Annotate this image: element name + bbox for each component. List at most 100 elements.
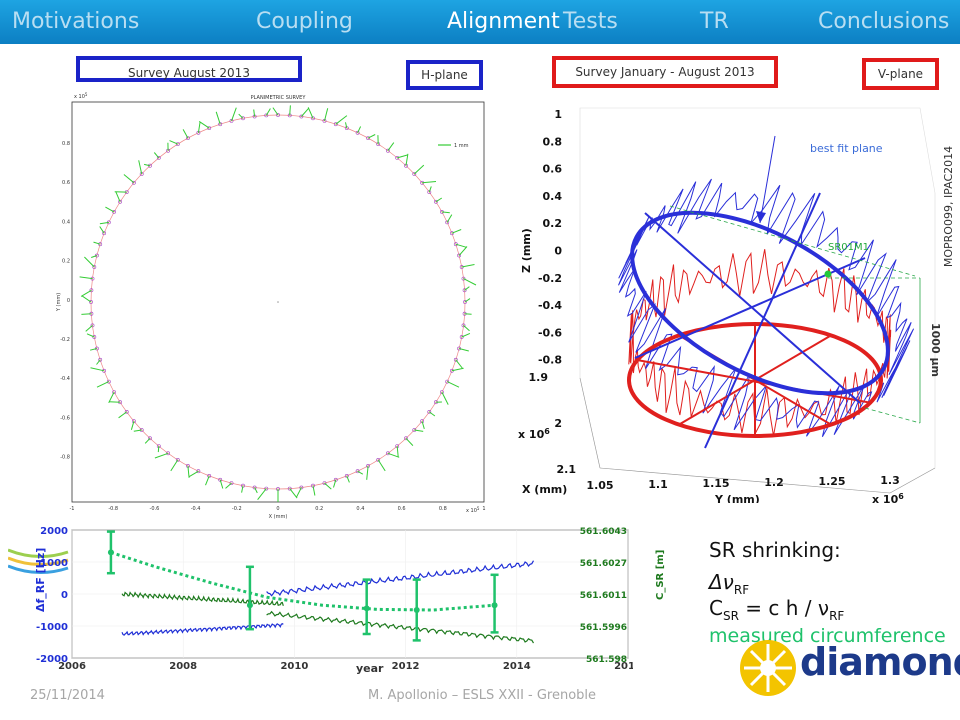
displacement-arrow (231, 107, 237, 122)
displacement-arrow (123, 174, 135, 184)
displacement-arrow (99, 226, 105, 234)
survey-point (385, 451, 390, 456)
displacement-arrow (169, 140, 178, 145)
y-right-tick-label: 561.5996 (580, 623, 627, 633)
survey-ring (79, 105, 477, 502)
y-tick-label: 1.3 (880, 474, 900, 487)
displacement-arrow (435, 197, 443, 203)
footer-date: 25/11/2014 (30, 688, 105, 703)
y-axis-ticks: 1.05 1.1 1.15 1.2 1.25 1.3 (586, 474, 899, 492)
survey-point (412, 172, 417, 176)
survey-point (427, 190, 432, 195)
survey-point (463, 300, 467, 304)
survey-point (459, 335, 464, 339)
displacement-arrow (85, 325, 93, 332)
displacement-arrow (219, 479, 224, 489)
formula-sub-sr: SR (722, 609, 739, 623)
survey-point (491, 602, 498, 609)
survey-point (433, 199, 438, 204)
nav-tr[interactable]: TR (700, 9, 729, 34)
sr01m1-label: SR01M1 (828, 242, 869, 253)
planimetric-survey-plot: PLANIMETRIC SURVEY 1 mm -1 -0.8 -0.6 -0.4 -0… (56, 90, 496, 530)
survey-point (355, 130, 360, 135)
displacement-arrow (464, 313, 472, 315)
displacement-arrow (89, 348, 98, 351)
survey-point (98, 357, 103, 362)
nav-motivations[interactable]: Motivations (12, 9, 140, 34)
displacement-arrow (429, 411, 436, 417)
survey-point (241, 116, 245, 121)
survey-point (264, 486, 269, 491)
displacement-arrow (464, 286, 470, 291)
chart-y-right-label-visible: C_SR [m] (655, 549, 666, 600)
displacement-arrow (413, 164, 425, 175)
survey-point (112, 390, 117, 395)
displacement-arrow (387, 452, 400, 458)
nav-conclusions[interactable]: Conclusions (818, 9, 950, 34)
nav-alignment[interactable]: Alignment (447, 9, 560, 34)
displacement-arrow (357, 126, 362, 134)
survey-point (366, 136, 371, 141)
best-fit-plane-annotation: best fit plane (810, 142, 883, 155)
formula-body: = c h / ν (738, 596, 830, 620)
survey-point (246, 602, 253, 609)
z-axis-label: Z (mm) (520, 228, 533, 273)
displacement-arrow (81, 313, 92, 315)
survey-point (124, 409, 129, 414)
survey-point (185, 136, 190, 141)
displacement-arrow (387, 142, 395, 151)
survey-point (229, 118, 234, 123)
survey-point (95, 253, 99, 258)
survey-point (299, 114, 304, 119)
displacement-arrow (80, 289, 92, 297)
survey-point (439, 390, 444, 395)
nav-tests[interactable]: Tests (563, 9, 618, 34)
chart-grid (71, 529, 629, 659)
survey-point (462, 288, 467, 293)
displacement-arrow (90, 367, 105, 372)
survey-point (461, 323, 466, 328)
x-tick-label: 0.8 (439, 506, 447, 512)
displacement-arrow (188, 470, 199, 478)
displacement-arrow (205, 475, 210, 486)
displacement-arrow (257, 488, 267, 501)
y-tick-label: 0.8 (62, 141, 70, 147)
y-tick-label: -0.2 (60, 337, 70, 343)
displacement-arrow (458, 246, 468, 256)
rf-frequency-chart: 2006 2008 2010 2012 2014 2016 2000 1000 0 -1000 -… (8, 522, 633, 684)
reference-note: MOPRO099, IPAC2014 (942, 145, 956, 268)
displacement-arrow (187, 465, 190, 478)
displacement-arrow (197, 121, 201, 133)
survey-point (89, 300, 93, 304)
displacement-arrow (463, 325, 470, 332)
displacement-arrow (99, 221, 109, 225)
survey-point (363, 605, 370, 612)
nav-coupling[interactable]: Coupling (256, 9, 353, 34)
survey-point (166, 451, 171, 456)
displacement-arrow (324, 108, 329, 122)
delta-nu-rf: ΔνRF (709, 570, 749, 597)
survey-point (311, 116, 315, 121)
y-right-tick-label: 561.6011 (580, 591, 627, 601)
survey-point (229, 481, 234, 486)
y-tick-label: 1.1 (648, 478, 668, 491)
displacement-arrow (154, 452, 169, 459)
survey-point (207, 473, 212, 478)
survey-point (156, 156, 161, 160)
formula-c: C (709, 596, 723, 620)
displacement-arrow (455, 359, 463, 369)
y-tick-label: -0.6 (60, 415, 70, 421)
z-tick-label: -0.8 (538, 354, 562, 367)
svg-text:x 105: x 105 (74, 92, 88, 100)
displacement-arrow (254, 487, 258, 494)
z-tick-label: -0.2 (538, 272, 562, 285)
circumference-formula: CSR = c h / νRF (709, 596, 844, 623)
x-tick-label: 0.6 (398, 506, 406, 512)
svg-text:x 106: x 106 (872, 492, 904, 503)
formula-sub-rf: RF (829, 609, 845, 623)
displacement-arrow (397, 154, 408, 159)
x-tick-label: 2012 (392, 661, 420, 672)
y-tick-label: 0.2 (62, 259, 70, 265)
chart-y-left-label: Δf_RF [Hz] (34, 548, 47, 612)
sr-shrinking-line: SR shrinking: (709, 538, 841, 562)
